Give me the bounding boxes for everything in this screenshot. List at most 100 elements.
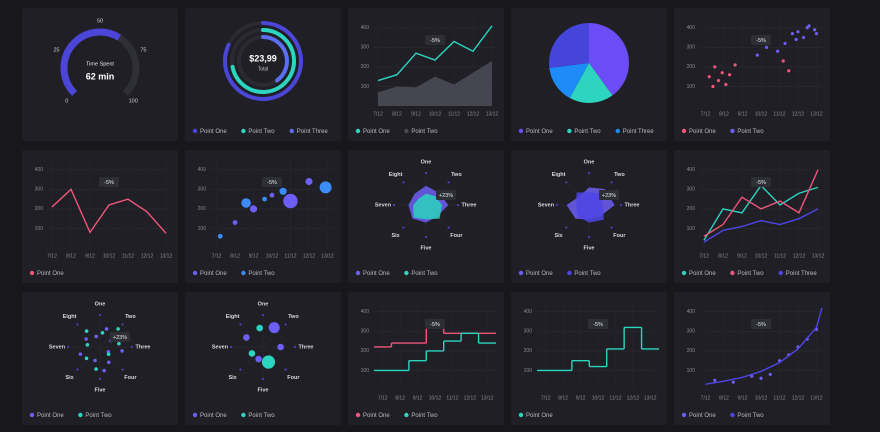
point [813,28,817,32]
point [776,49,780,53]
point [801,35,806,40]
point [713,378,717,382]
radar-axis-label: Three [625,202,640,208]
bubble [283,193,298,209]
legend-dot [730,270,735,276]
radar-axis-label: Six [391,233,400,239]
annotation: +23% [439,193,453,199]
spoke-end [76,323,79,326]
y-tick-label: 200 [687,64,696,70]
x-tick-label: 8/12 [230,253,240,259]
x-tick-label: 7/12 [373,111,383,117]
card-background [185,8,341,141]
spoke-end [262,378,264,380]
y-tick-label: 100 [687,368,696,374]
bubble [232,220,238,225]
spoke-end [239,368,242,371]
radar-axis-label: One [95,301,106,307]
card-background [674,150,830,283]
spoke-end [131,346,133,348]
curve [705,307,823,385]
card-background [511,292,667,425]
legend-label: Point One [689,271,716,277]
point [120,349,124,353]
bubble [268,322,280,334]
x-tick-label: 13/12 [812,253,825,259]
x-tick-label: 12/12 [464,395,477,401]
x-tick-label: 10/12 [103,253,116,259]
x-tick-label: 7/12 [378,395,388,401]
spoke-end [294,346,296,348]
legend-label: Point Two [411,129,438,135]
chart-card: 0 25 50 75 100 Time Spent 62 min [22,8,178,141]
spoke-end [610,181,613,184]
legend-dot [730,128,735,134]
annotation: +23% [113,335,127,341]
pie-slice [549,23,589,69]
x-tick-label: 10/12 [266,253,279,259]
annotation: +23% [602,193,616,199]
gauge-value [60,28,122,96]
y-tick-label: 300 [198,187,207,193]
point [796,30,800,34]
legend-label: Point Two [737,271,764,277]
legend-dot [681,270,687,276]
card-background [348,8,504,141]
total-caption: Total [258,66,269,72]
radar-axis-label: Seven [538,202,555,208]
spoke-end [425,172,427,174]
y-tick-label: 200 [361,64,370,70]
y-tick-label: 200 [361,348,370,354]
legend-dot [78,412,83,418]
point [84,329,89,333]
legend-dot [192,270,198,276]
x-tick-label: 7/12 [699,253,709,259]
annotation-box [425,35,445,45]
spoke-end [121,323,124,326]
point [759,376,763,380]
legend-dot [192,412,198,418]
y-tick-label: 300 [524,329,533,335]
legend-dot [730,412,735,418]
legend-dot [355,412,361,418]
radar-axis-label: Four [287,375,300,381]
radar-axis-label: Two [614,172,625,178]
spoke-end [457,204,459,206]
point [731,380,735,384]
point [781,59,785,63]
radar-spoke [77,324,101,348]
point [84,337,88,341]
point [724,82,728,87]
legend-dot [241,412,246,418]
y-tick-label: 100 [35,226,44,232]
x-tick-label: 12/12 [467,111,480,117]
radar-axis-label: Four [450,233,463,239]
x-tick-label: 13/12 [644,395,657,401]
spoke-end [67,346,69,348]
bubble [262,196,268,202]
radar-axis-label: One [421,159,432,165]
annotation: -5% [756,38,766,44]
x-tick-label: 8/12 [718,253,728,259]
spoke-end [588,236,590,238]
bubble [256,324,263,332]
point [707,75,711,79]
x-tick-label: 13/12 [160,253,173,259]
radar-area [576,192,604,223]
bubble [277,343,284,351]
x-tick-label: 12/12 [141,253,154,259]
legend-dot [29,270,35,276]
radar-axis-label: Eight [552,172,566,178]
x-tick-label: 11/12 [609,395,621,401]
x-tick-label: 9/12 [249,253,259,259]
chart-card: Point One Point Two One Two Three Four Five Six… [185,292,341,425]
x-tick-label: 11/12 [773,395,785,401]
x-tick-label: 7/12 [701,395,711,401]
x-tick-label: 10/12 [755,395,768,401]
annotation-box [751,35,771,45]
legend-label: Point One [526,271,553,277]
card-background [674,8,830,141]
y-tick-label: 400 [361,25,370,31]
x-tick-label: 10/12 [592,395,605,401]
